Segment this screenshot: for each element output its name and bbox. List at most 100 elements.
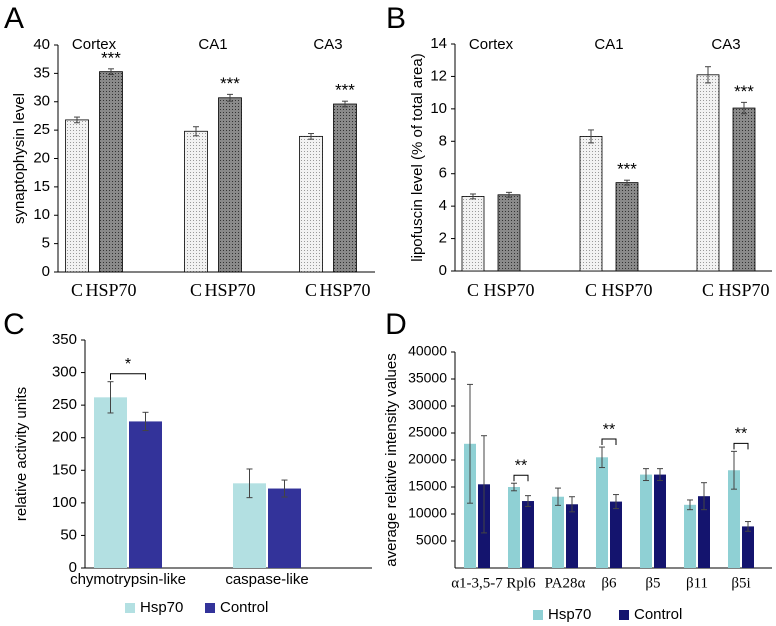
bar [566,504,578,568]
bar [579,136,603,272]
y-tick-label: 15 [33,178,50,195]
y-tick-label: 8 [439,132,447,149]
y-tick-label: 30 [33,93,50,110]
x-tick-label: C [467,280,479,300]
bar [698,496,710,568]
y-tick-label: 300 [52,364,77,381]
bar [615,182,639,272]
significance-bracket [513,474,529,482]
y-tick-label: 25 [33,121,50,138]
y-tick-label: 14 [430,35,447,52]
bar [218,97,242,273]
significance: ** [603,421,615,438]
legend-swatch [205,603,215,613]
legend-label: Control [634,606,682,623]
x-tick-label: C [190,280,202,300]
x-tick-label: chymotrypsin-like [70,571,186,588]
bar [522,501,534,568]
group-label: Cortex [469,36,514,53]
bar [640,474,652,568]
x-tick-label: Rpl6 [506,575,536,591]
x-tick-label: β5 [645,575,660,591]
x-tick-label: HSP70 [204,280,255,300]
y-tick-label: 10 [33,206,50,223]
y-tick-label: 200 [52,429,77,446]
legend-label: Hsp70 [548,606,591,623]
bar [94,397,127,568]
group-label: Cortex [72,36,117,53]
y-tick-label: 10000 [408,505,447,521]
legend-swatch [533,610,543,620]
group-label: CA1 [198,36,227,53]
x-tick-label: β6 [601,575,617,591]
y-tick-label: 250 [52,396,77,413]
bar [732,107,756,272]
significance: ** [735,426,747,443]
bar [696,74,720,272]
panel-letter: D [385,308,407,341]
x-tick-label: caspase-like [225,571,308,588]
x-tick-label: β5i [731,575,750,591]
bar [552,496,564,568]
panel-letter: C [3,308,25,341]
legend-label: Hsp70 [140,599,183,616]
y-tick-label: 5 [42,235,50,252]
y-tick-label: 2 [439,230,447,247]
significance: * [125,356,131,373]
legend-swatch [619,610,629,620]
legend-swatch [125,603,135,613]
significance-bracket [110,373,146,380]
bar [684,504,696,568]
legend-label: Control [220,599,268,616]
x-tick-label: HSP70 [319,280,370,300]
significance-bracket [733,442,749,450]
y-tick-label: 35000 [408,370,447,386]
bar [99,71,123,273]
significance: *** [101,48,121,67]
y-tick-label: 35 [33,64,50,81]
group-label: CA3 [313,36,342,53]
bar [461,196,485,272]
bar [497,194,521,272]
x-tick-label: HSP70 [718,280,769,300]
x-tick-label: HSP70 [85,280,136,300]
bar [728,470,740,568]
y-tick-label: 20 [33,149,50,166]
x-tick-label: HSP70 [601,280,652,300]
panel-letter: B [386,2,406,35]
significance: *** [617,160,637,179]
y-tick-label: 0 [42,263,50,280]
bar [654,474,666,568]
significance-bracket [601,438,617,446]
x-tick-label: C [585,280,597,300]
y-tick-label: 40 [33,36,50,53]
y-tick-label: 100 [52,494,77,511]
x-tick-label: HSP70 [483,280,534,300]
y-tick-label: 6 [439,165,447,182]
significance: ** [515,457,527,474]
x-tick-label: C [702,280,714,300]
y-tick-label: 4 [439,197,447,214]
bar [464,443,476,568]
y-tick-label: 20000 [408,451,447,467]
group-label: CA3 [711,36,740,53]
x-tick-label: β11 [686,575,708,591]
y-tick-label: 30000 [408,397,447,413]
x-tick-label: PA28α [545,575,586,591]
y-axis-label: average relative intensity values [383,353,400,566]
significance: *** [220,74,240,93]
y-tick-label: 150 [52,461,77,478]
bar [268,488,301,568]
bar [129,421,162,568]
y-tick-label: 5000 [416,532,447,548]
significance: *** [335,81,355,100]
significance: *** [734,82,754,101]
bar [508,487,520,568]
bar [742,526,754,568]
y-axis-label: synaptophysin level [11,93,28,224]
